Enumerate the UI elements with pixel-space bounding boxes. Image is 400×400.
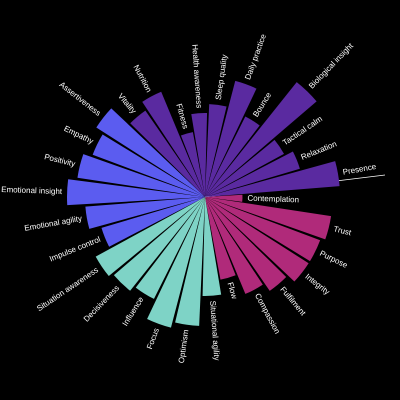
category-label: Focus xyxy=(145,327,161,351)
bar xyxy=(67,179,206,206)
category-label: Fulfilment xyxy=(278,285,308,318)
category-label: Relaxation xyxy=(300,139,338,162)
category-label: Trust xyxy=(333,224,353,237)
category-label: Positivity xyxy=(43,152,76,168)
bar xyxy=(205,116,260,197)
bar xyxy=(205,197,332,240)
category-label: Decisiveness xyxy=(82,284,121,324)
category-label: Integrity xyxy=(303,272,331,297)
bar xyxy=(205,139,285,197)
category-label: Health awareness xyxy=(190,44,203,109)
category-label: Flow xyxy=(226,281,239,300)
category-label: Emotional insight xyxy=(1,185,63,196)
bar xyxy=(205,80,257,197)
bar xyxy=(205,151,300,197)
bar xyxy=(205,104,227,197)
category-label: Vitality xyxy=(116,92,138,116)
category-label: Bounce xyxy=(251,90,273,118)
category-label: Fitness xyxy=(174,103,190,130)
bar xyxy=(205,82,317,197)
bar xyxy=(175,197,205,326)
category-label: Compassion xyxy=(253,292,282,335)
category-label: Situation awareness xyxy=(35,265,100,313)
category-label: Biological insight xyxy=(307,41,355,91)
bar xyxy=(205,197,236,280)
category-label: Purpose xyxy=(318,249,349,270)
category-label: Sleep quality xyxy=(214,54,229,101)
bar xyxy=(202,197,222,296)
category-label: Assertiveness xyxy=(58,80,103,118)
bar xyxy=(180,132,205,197)
bar xyxy=(205,197,263,294)
bar xyxy=(92,134,205,197)
bar xyxy=(205,197,321,262)
category-label: Situational agility xyxy=(208,300,221,361)
bar xyxy=(135,197,205,299)
bar xyxy=(130,110,205,197)
bar xyxy=(205,161,340,197)
category-label: Empathy xyxy=(62,124,94,146)
category-label: Contemplation xyxy=(247,194,299,205)
bar xyxy=(205,197,287,291)
bar xyxy=(142,91,205,197)
category-label: Optimism xyxy=(177,329,191,364)
bar xyxy=(147,197,205,328)
category-label: Nutrition xyxy=(132,63,154,94)
category-label: Presence xyxy=(342,162,377,177)
bar xyxy=(205,197,309,282)
category-label: Influence xyxy=(121,295,146,328)
bar xyxy=(113,197,205,291)
bar xyxy=(95,197,205,277)
category-label: Daily practice xyxy=(243,32,268,81)
bar xyxy=(101,197,205,247)
bar xyxy=(85,197,205,229)
bar xyxy=(205,194,243,202)
bar xyxy=(77,154,205,197)
bar xyxy=(191,113,208,197)
category-label: Emotional agility xyxy=(24,214,83,233)
category-label: Impulse control xyxy=(48,235,102,264)
bar xyxy=(96,108,205,197)
